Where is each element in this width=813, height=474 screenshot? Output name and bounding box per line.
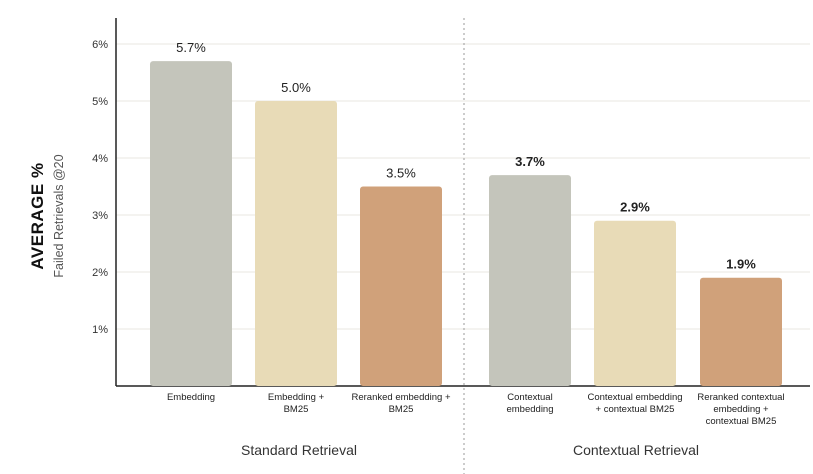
- bar: [489, 175, 571, 386]
- bar: [360, 186, 442, 386]
- x-tick-label-line: Embedding: [167, 392, 215, 403]
- x-tick-label: Contextual embedding + contextual BM25: [587, 392, 682, 415]
- y-tick-label: 3%: [92, 210, 108, 222]
- x-tick-label: Embedding: [167, 392, 215, 403]
- y-tick-label: 4%: [92, 153, 108, 165]
- data-label: 3.7%: [515, 154, 545, 169]
- y-axis-subtitle: Failed Retrievals @20: [52, 154, 66, 277]
- x-tick-label-line: embedding: [506, 404, 553, 415]
- data-label: 5.7%: [176, 40, 206, 55]
- x-tick-label-line: Contextual embedding: [587, 392, 682, 403]
- bar: [255, 101, 337, 386]
- data-label: 1.9%: [726, 257, 756, 272]
- y-tick-label: 2%: [92, 267, 108, 279]
- data-label: 5.0%: [281, 80, 311, 95]
- x-tick-label-line: Contextual: [507, 392, 552, 403]
- x-tick-label: Reranked embedding + BM25: [351, 392, 450, 415]
- x-tick-label: Embedding + BM25: [268, 392, 325, 415]
- x-tick-label-line: Embedding +: [268, 392, 325, 403]
- x-tick-label-line: Reranked contextual: [697, 392, 784, 403]
- group-label: Contextual Retrieval: [573, 442, 699, 458]
- y-tick-label: 6%: [92, 39, 108, 51]
- y-tick-label: 1%: [92, 324, 108, 336]
- x-tick-label-line: + contextual BM25: [596, 404, 675, 415]
- x-tick-label-line: contextual BM25: [706, 416, 777, 427]
- x-tick-label-line: Reranked embedding +: [351, 392, 450, 403]
- y-axis-title: AVERAGE %: [28, 162, 47, 269]
- x-tick-label: Contextual embedding: [506, 392, 553, 415]
- bar: [594, 220, 676, 386]
- y-tick-label: 5%: [92, 96, 108, 108]
- x-tick-label: Reranked contextual embedding + contextual…: [697, 392, 784, 427]
- data-label: 3.5%: [386, 166, 416, 181]
- group-label: Standard Retrieval: [241, 442, 357, 458]
- data-label: 2.9%: [620, 200, 650, 215]
- bar: [150, 61, 232, 386]
- x-tick-label-line: BM25: [389, 404, 414, 415]
- x-tick-label-line: BM25: [284, 404, 309, 415]
- x-tick-label-line: embedding +: [713, 404, 769, 415]
- bar: [700, 277, 782, 386]
